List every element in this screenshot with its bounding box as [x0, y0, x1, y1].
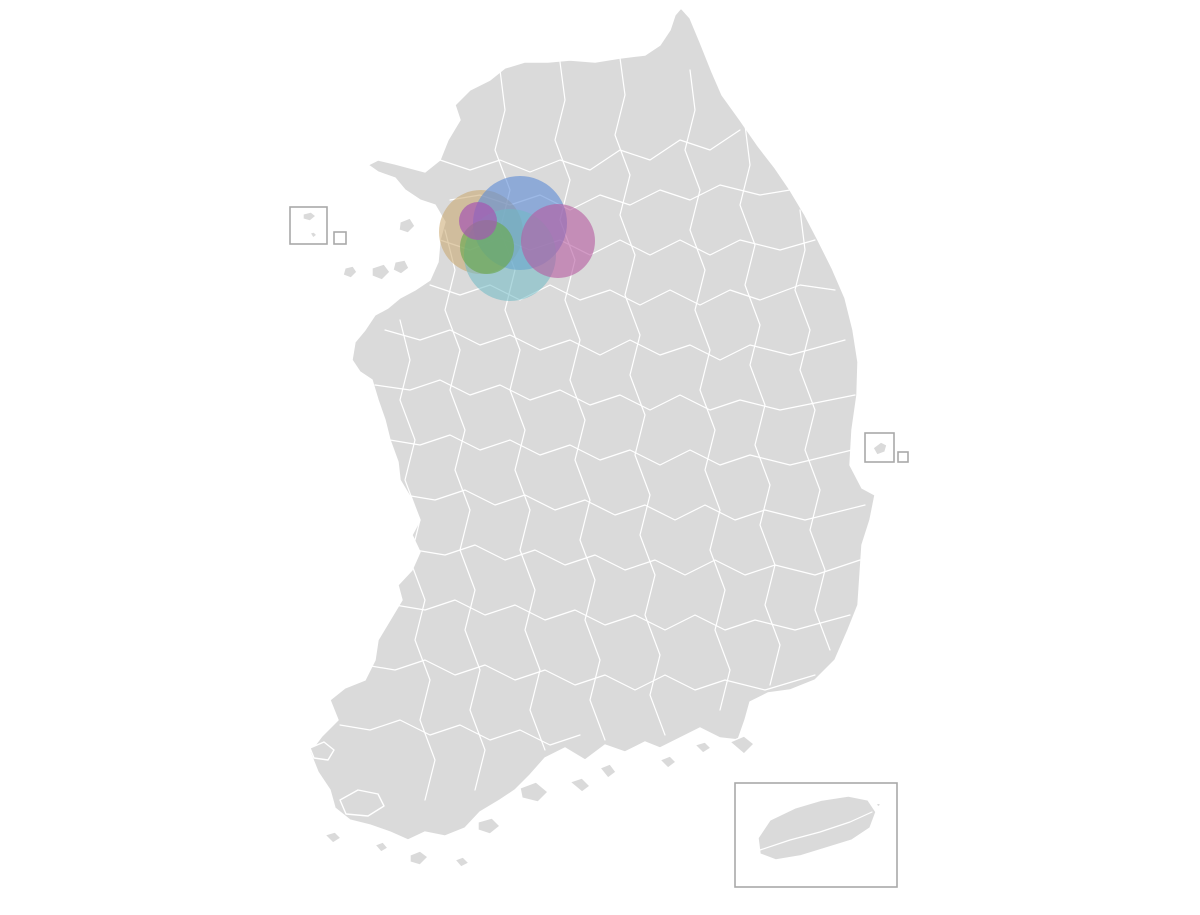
inset-frame-jeju [734, 782, 898, 888]
inset-jeju [734, 782, 898, 888]
ulleungdo [872, 441, 888, 456]
island [339, 789, 385, 817]
bubble-magenta[interactable] [521, 204, 595, 278]
island [519, 781, 549, 803]
south-korea-mainland [309, 7, 876, 841]
island [477, 817, 501, 835]
island [659, 755, 677, 769]
island [324, 831, 342, 844]
island [454, 856, 470, 868]
island [371, 263, 391, 281]
inset-ulleungdo [864, 432, 909, 463]
inset-frame-dokdo [897, 451, 909, 463]
coastal-islands [309, 217, 755, 868]
island [309, 231, 318, 239]
mainland [309, 7, 876, 841]
island [342, 265, 358, 279]
inset-frame-ulleungdo [864, 432, 895, 463]
jeju-island [757, 795, 877, 861]
inset-frame-ongjin [289, 206, 328, 245]
island [569, 777, 591, 793]
bubble-purple-small[interactable] [459, 202, 497, 240]
inset-frame-ongjin-small [333, 231, 347, 245]
island [309, 741, 335, 761]
island [599, 763, 617, 779]
island [302, 211, 317, 222]
island [398, 217, 416, 234]
bubble-layer [439, 176, 595, 301]
island [875, 802, 882, 808]
island [409, 850, 429, 866]
island [374, 841, 389, 853]
island [729, 735, 755, 755]
inset-ongjin [289, 206, 347, 245]
island [694, 741, 712, 754]
island [392, 259, 410, 275]
